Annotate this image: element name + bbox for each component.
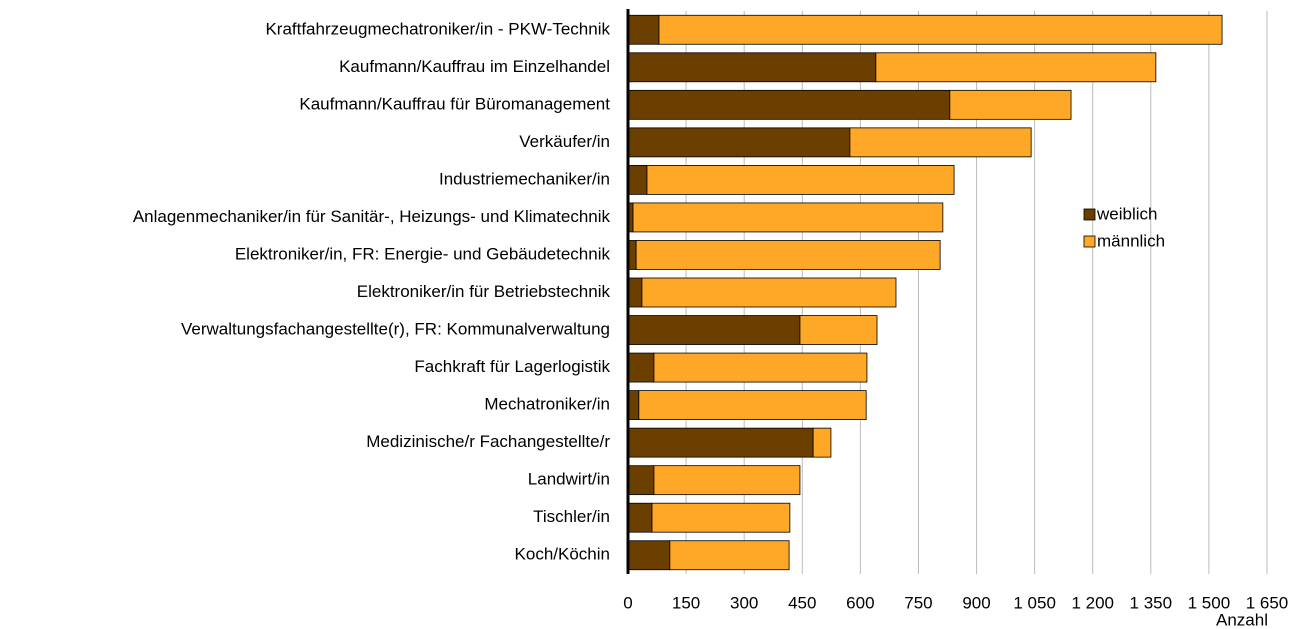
bar-segment (632, 202, 944, 233)
bar-segment (669, 540, 790, 571)
y-tick-label: Kaufmann/Kauffrau für Büromanagement (299, 94, 610, 113)
legend-swatch (1083, 235, 1096, 248)
y-tick-label: Kraftfahrzeugmechatroniker/in - PKW-Tech… (265, 19, 610, 38)
x-tick-label: 1 050 (1013, 593, 1056, 612)
x-tick-label: 600 (846, 593, 874, 612)
bar-segment (658, 14, 1223, 45)
y-tick-label: Koch/Köchin (515, 545, 610, 564)
legend-label: männlich (1097, 231, 1165, 250)
bar-segment (627, 390, 640, 421)
bar-segment (949, 89, 1072, 120)
bar-segment (627, 465, 655, 496)
y-tick-label: Industriemechaniker/in (439, 169, 610, 188)
bar-segment (651, 502, 791, 533)
x-tick-label: 0 (623, 593, 632, 612)
x-tick-label: 1 350 (1130, 593, 1173, 612)
bar-segment (627, 89, 951, 120)
bar-segment (627, 502, 653, 533)
y-tick-label: Fachkraft für Lagerlogistik (414, 357, 610, 376)
y-tick-label: Elektroniker/in, FR: Energie- und Gebäud… (235, 244, 611, 263)
x-tick-label: 1 500 (1188, 593, 1231, 612)
bar-segment (627, 14, 660, 45)
y-tick-label: Mechatroniker/in (484, 395, 610, 414)
bar-segment (627, 315, 801, 345)
y-tick-label: Verkäufer/in (519, 132, 610, 151)
y-tick-label: Anlagenmechaniker/in für Sanitär-, Heizu… (133, 207, 611, 226)
bar-segment (627, 52, 877, 83)
y-tick-label: Landwirt/in (528, 470, 610, 489)
bar-segment (627, 540, 671, 571)
bar-segment (812, 427, 832, 458)
bar-segment (799, 315, 878, 345)
x-tick-label: 900 (962, 593, 990, 612)
bar-segment (627, 164, 648, 195)
bar-segment (627, 277, 643, 308)
x-axis-label: Anzahl (1216, 610, 1268, 629)
bar-segment (635, 240, 941, 270)
bar-segment (638, 390, 867, 421)
x-tick-label: 1 650 (1246, 593, 1289, 612)
bar-segment (641, 277, 897, 308)
x-tick-label: 750 (904, 593, 932, 612)
y-tick-label: Medizinische/r Fachangestellte/r (366, 432, 610, 451)
bar-segment (627, 352, 655, 383)
x-tick-label: 1 200 (1071, 593, 1114, 612)
y-tick-label: Verwaltungsfachangestellte(r), FR: Kommu… (181, 320, 610, 339)
x-tick-label: 150 (672, 593, 700, 612)
legend-label: weiblich (1096, 204, 1157, 223)
y-tick-label: Tischler/in (533, 507, 610, 526)
legend-swatch (1083, 208, 1096, 221)
bar-segment (653, 465, 801, 496)
bar-segment (627, 127, 851, 158)
bar-segment (875, 52, 1157, 83)
y-tick-label: Elektroniker/in für Betriebstechnik (357, 282, 611, 301)
x-tick-label: 450 (788, 593, 816, 612)
bar-segment (849, 127, 1032, 158)
bar-segment (627, 427, 814, 458)
bar-segment (653, 352, 868, 383)
x-tick-label: 300 (730, 593, 758, 612)
bar-segment (646, 164, 955, 195)
y-tick-label: Kaufmann/Kauffrau im Einzelhandel (339, 57, 610, 76)
